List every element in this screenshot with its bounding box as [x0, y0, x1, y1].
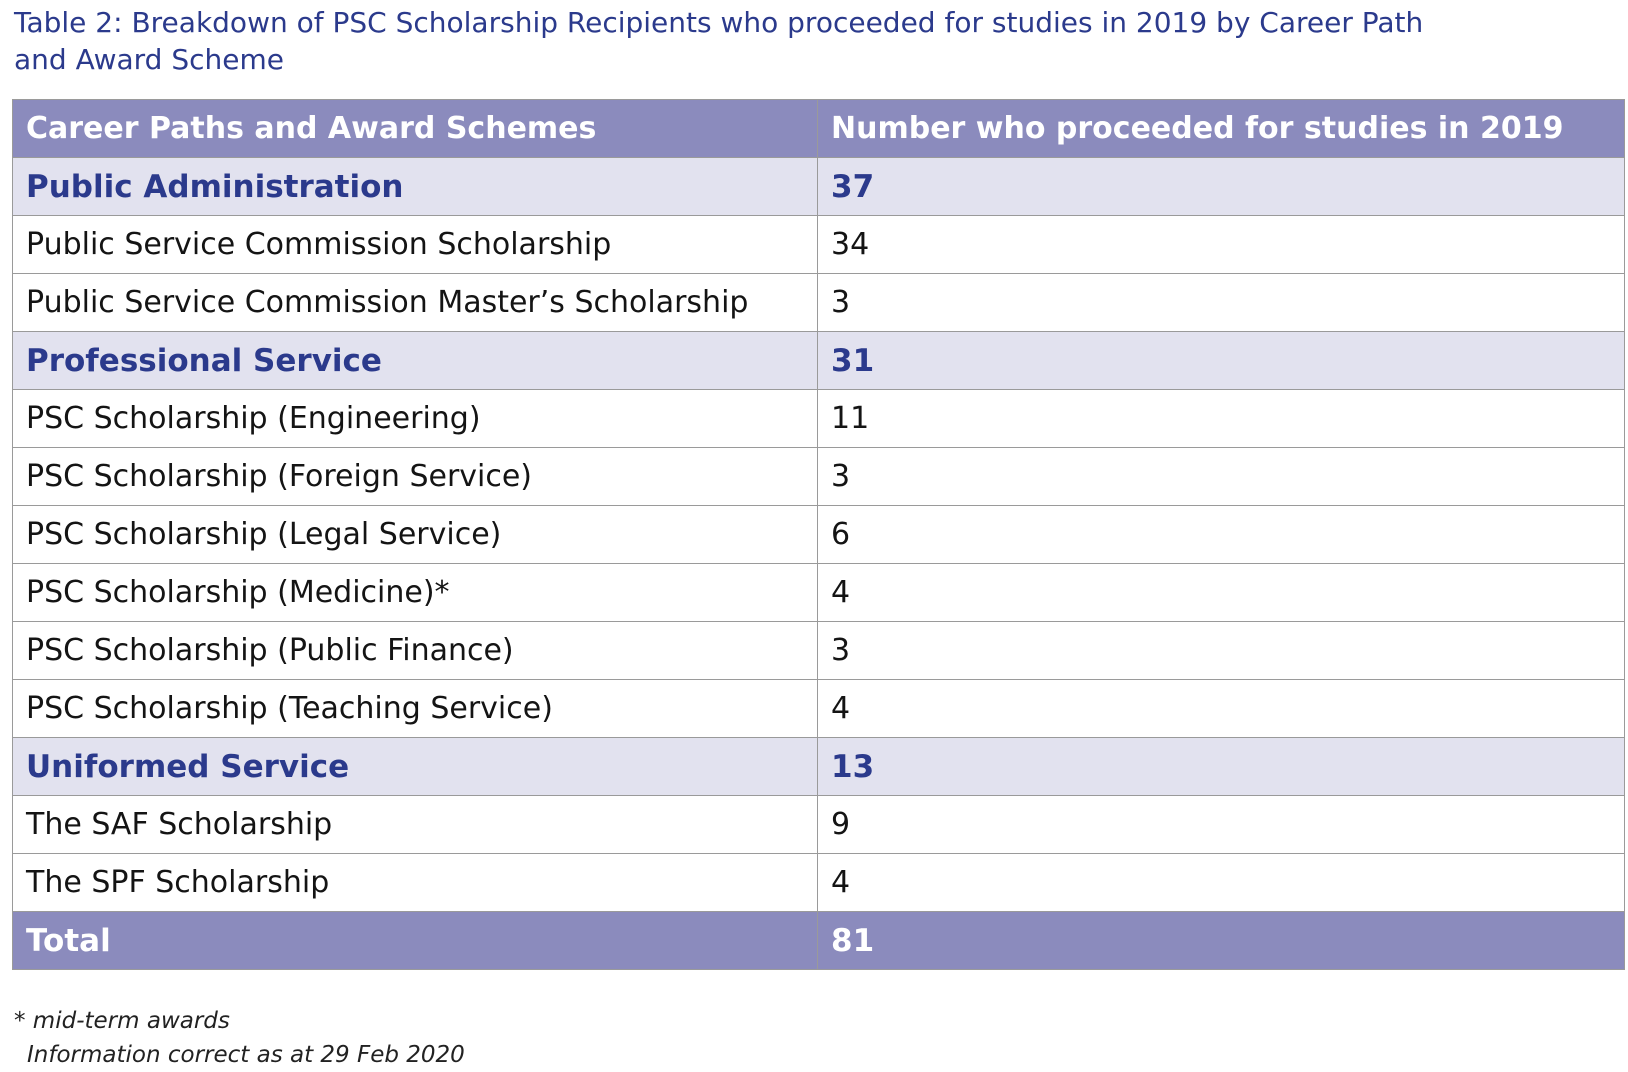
row-value: 31 [817, 331, 1625, 390]
row-label: PSC Scholarship (Legal Service) [12, 505, 818, 564]
table-row: Public Service Commission Master’s Schol… [12, 273, 1625, 332]
row-value: 34 [817, 215, 1625, 274]
row-label: The SPF Scholarship [12, 853, 818, 912]
row-label: PSC Scholarship (Medicine)* [12, 563, 818, 622]
footnote-mid-term: * mid-term awards [14, 1008, 230, 1034]
row-value: 9 [817, 795, 1625, 854]
table-row-group: Uniformed Service 13 [12, 737, 1625, 796]
row-value: 6 [817, 505, 1625, 564]
table-row: The SAF Scholarship 9 [12, 795, 1625, 854]
table-row: PSC Scholarship (Public Finance) 3 [12, 621, 1625, 680]
row-label: Public Service Commission Scholarship [12, 215, 818, 274]
table-row-group: Professional Service 31 [12, 331, 1625, 390]
table-row: PSC Scholarship (Legal Service) 6 [12, 505, 1625, 564]
row-value: 3 [817, 447, 1625, 506]
row-value: 3 [817, 273, 1625, 332]
header-career-paths: Career Paths and Award Schemes [12, 99, 818, 158]
row-value: 81 [817, 911, 1625, 970]
table-row-total: Total 81 [12, 911, 1625, 970]
row-value: 4 [817, 679, 1625, 738]
row-label: The SAF Scholarship [12, 795, 818, 854]
row-value: 13 [817, 737, 1625, 796]
table-row: The SPF Scholarship 4 [12, 853, 1625, 912]
table-row: PSC Scholarship (Foreign Service) 3 [12, 447, 1625, 506]
table-row-group: Public Administration 37 [12, 157, 1625, 216]
caption-line-1: Table 2: Breakdown of PSC Scholarship Re… [14, 6, 1424, 39]
row-label: Public Service Commission Master’s Schol… [12, 273, 818, 332]
row-label: Uniformed Service [12, 737, 818, 796]
caption-line-2: and Award Scheme [14, 43, 284, 76]
row-value: 4 [817, 853, 1625, 912]
row-value: 37 [817, 157, 1625, 216]
row-value: 11 [817, 389, 1625, 448]
footnote-info-date: Information correct as at 29 Feb 2020 [27, 1042, 465, 1068]
table-row: PSC Scholarship (Engineering) 11 [12, 389, 1625, 448]
table-row: Public Service Commission Scholarship 34 [12, 215, 1625, 274]
row-label: Public Administration [12, 157, 818, 216]
row-value: 3 [817, 621, 1625, 680]
table-header-row: Career Paths and Award Schemes Number wh… [12, 99, 1625, 158]
row-value: 4 [817, 563, 1625, 622]
row-label: Total [12, 911, 818, 970]
row-label: PSC Scholarship (Teaching Service) [12, 679, 818, 738]
table-notes: * mid-term awards Information correct as… [14, 1004, 465, 1072]
row-label: Professional Service [12, 331, 818, 390]
table-row: PSC Scholarship (Teaching Service) 4 [12, 679, 1625, 738]
header-number-proceeded: Number who proceeded for studies in 2019 [817, 99, 1625, 158]
row-label: PSC Scholarship (Foreign Service) [12, 447, 818, 506]
row-label: PSC Scholarship (Engineering) [12, 389, 818, 448]
table-caption: Table 2: Breakdown of PSC Scholarship Re… [14, 4, 1574, 78]
row-label: PSC Scholarship (Public Finance) [12, 621, 818, 680]
scholarship-table-container: Career Paths and Award Schemes Number wh… [12, 99, 1625, 970]
table-row: PSC Scholarship (Medicine)* 4 [12, 563, 1625, 622]
scholarship-table: Career Paths and Award Schemes Number wh… [12, 99, 1625, 970]
